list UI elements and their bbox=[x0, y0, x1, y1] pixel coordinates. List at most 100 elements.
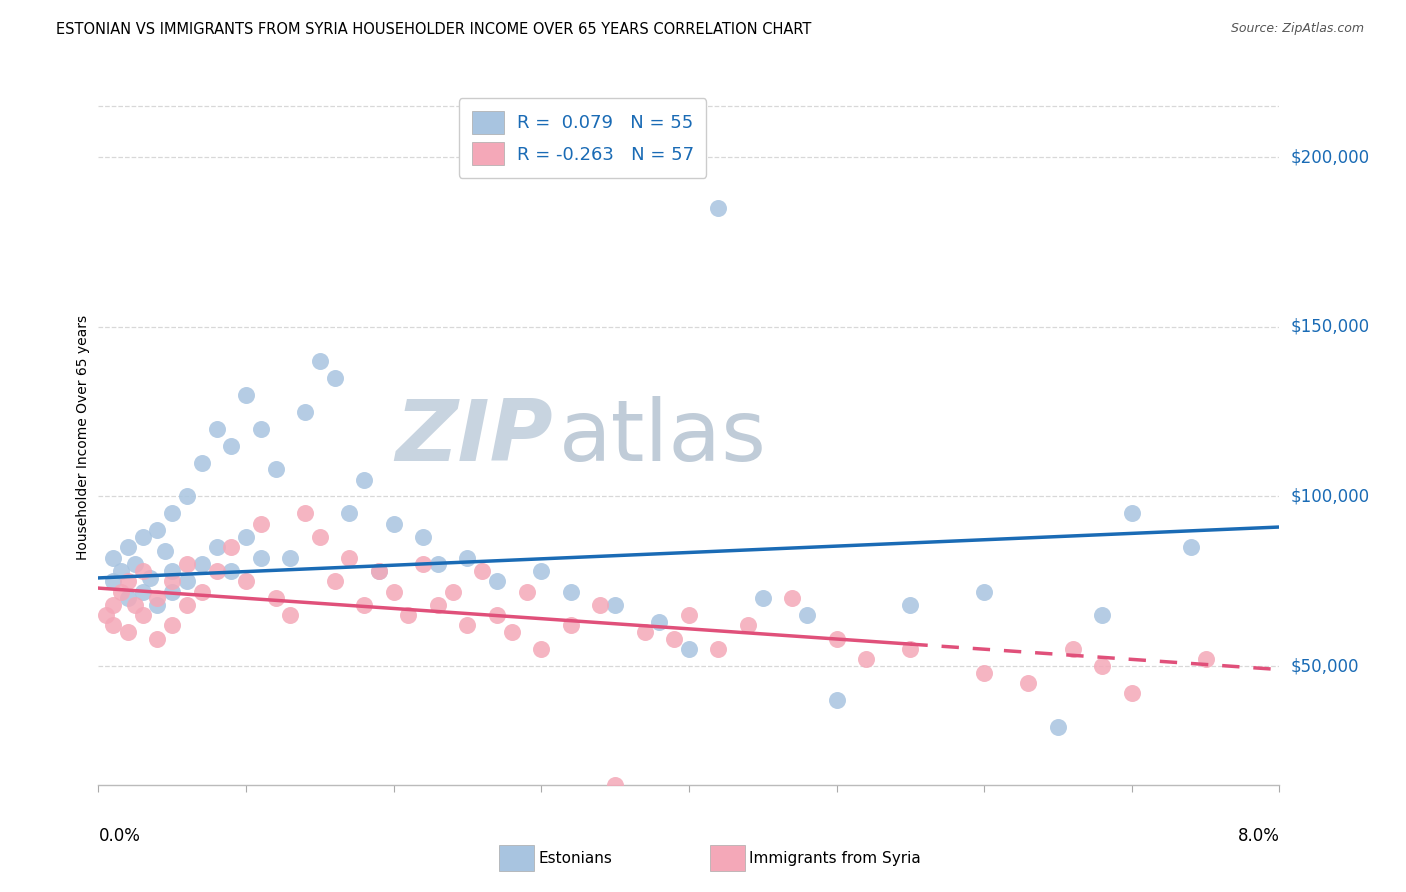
Text: Source: ZipAtlas.com: Source: ZipAtlas.com bbox=[1230, 22, 1364, 36]
Point bbox=[337, 507, 360, 521]
Point bbox=[396, 608, 419, 623]
Point bbox=[782, 591, 804, 606]
Text: atlas: atlas bbox=[560, 395, 768, 479]
Point bbox=[707, 642, 730, 657]
Point bbox=[162, 564, 183, 578]
Point bbox=[382, 584, 405, 599]
Text: Immigrants from Syria: Immigrants from Syria bbox=[749, 851, 921, 865]
Point bbox=[751, 591, 773, 606]
Text: $100,000: $100,000 bbox=[1291, 487, 1369, 506]
Text: 0.0%: 0.0% bbox=[98, 827, 141, 845]
Point bbox=[162, 618, 183, 632]
Point bbox=[162, 584, 183, 599]
Point bbox=[426, 558, 449, 572]
Point bbox=[250, 516, 273, 531]
Point bbox=[103, 598, 124, 612]
Point bbox=[191, 456, 214, 470]
Point bbox=[898, 598, 921, 612]
Text: $200,000: $200,000 bbox=[1291, 148, 1369, 166]
Point bbox=[132, 530, 155, 544]
Point bbox=[898, 642, 921, 657]
Point bbox=[796, 608, 818, 623]
Point bbox=[110, 564, 132, 578]
Point bbox=[426, 598, 449, 612]
Point bbox=[124, 598, 146, 612]
Point bbox=[103, 574, 124, 589]
Legend: R =  0.079   N = 55, R = -0.263   N = 57: R = 0.079 N = 55, R = -0.263 N = 57 bbox=[458, 98, 706, 178]
Point bbox=[176, 558, 198, 572]
Point bbox=[205, 564, 228, 578]
Point bbox=[530, 642, 553, 657]
Point bbox=[162, 574, 183, 589]
Point bbox=[678, 608, 700, 623]
Point bbox=[264, 591, 287, 606]
Point bbox=[278, 608, 301, 623]
Point bbox=[139, 571, 162, 585]
Point bbox=[825, 632, 848, 646]
Text: $50,000: $50,000 bbox=[1291, 657, 1360, 675]
Point bbox=[605, 598, 627, 612]
Point bbox=[124, 558, 146, 572]
Point bbox=[633, 625, 655, 640]
Point bbox=[162, 507, 183, 521]
Point bbox=[153, 543, 176, 558]
Point bbox=[560, 584, 582, 599]
Point bbox=[1091, 608, 1114, 623]
Point bbox=[103, 618, 124, 632]
Point bbox=[250, 550, 273, 565]
Point bbox=[235, 574, 257, 589]
Point bbox=[117, 574, 139, 589]
Point bbox=[235, 387, 257, 401]
Point bbox=[278, 550, 301, 565]
Point bbox=[117, 625, 139, 640]
Point bbox=[707, 201, 730, 215]
Point bbox=[250, 421, 273, 435]
Point bbox=[219, 541, 242, 555]
Point bbox=[110, 584, 132, 599]
Y-axis label: Householder Income Over 65 years: Householder Income Over 65 years bbox=[76, 315, 90, 559]
Text: ZIP: ZIP bbox=[395, 395, 553, 479]
Point bbox=[205, 541, 228, 555]
Point bbox=[1062, 642, 1084, 657]
Point bbox=[825, 693, 848, 707]
Point bbox=[146, 524, 169, 538]
Point bbox=[485, 608, 508, 623]
Point bbox=[103, 550, 124, 565]
Text: Estonians: Estonians bbox=[538, 851, 613, 865]
Point bbox=[353, 473, 375, 487]
Point bbox=[337, 550, 360, 565]
Point bbox=[456, 618, 478, 632]
Point bbox=[219, 439, 242, 453]
Point bbox=[515, 584, 537, 599]
Point bbox=[1194, 652, 1216, 666]
Point bbox=[323, 370, 346, 384]
Point bbox=[191, 584, 214, 599]
Point bbox=[1017, 676, 1039, 690]
Point bbox=[973, 584, 995, 599]
Point bbox=[117, 541, 139, 555]
Point bbox=[1121, 686, 1143, 700]
Point bbox=[132, 608, 155, 623]
Text: 8.0%: 8.0% bbox=[1237, 827, 1279, 845]
Point bbox=[264, 462, 287, 476]
Point bbox=[678, 642, 700, 657]
Point bbox=[146, 591, 169, 606]
Point bbox=[146, 632, 169, 646]
Point bbox=[973, 665, 995, 680]
Point bbox=[219, 564, 242, 578]
Point bbox=[589, 598, 612, 612]
Point bbox=[501, 625, 523, 640]
Point bbox=[1046, 720, 1069, 734]
Point bbox=[353, 598, 375, 612]
Point bbox=[132, 584, 155, 599]
Point bbox=[1091, 659, 1114, 673]
Point bbox=[664, 632, 686, 646]
Point bbox=[191, 558, 214, 572]
Text: $150,000: $150,000 bbox=[1291, 318, 1369, 335]
Point bbox=[1180, 541, 1202, 555]
Point bbox=[176, 574, 198, 589]
Point bbox=[367, 564, 389, 578]
Point bbox=[382, 516, 405, 531]
Point bbox=[308, 530, 332, 544]
Point bbox=[1121, 507, 1143, 521]
